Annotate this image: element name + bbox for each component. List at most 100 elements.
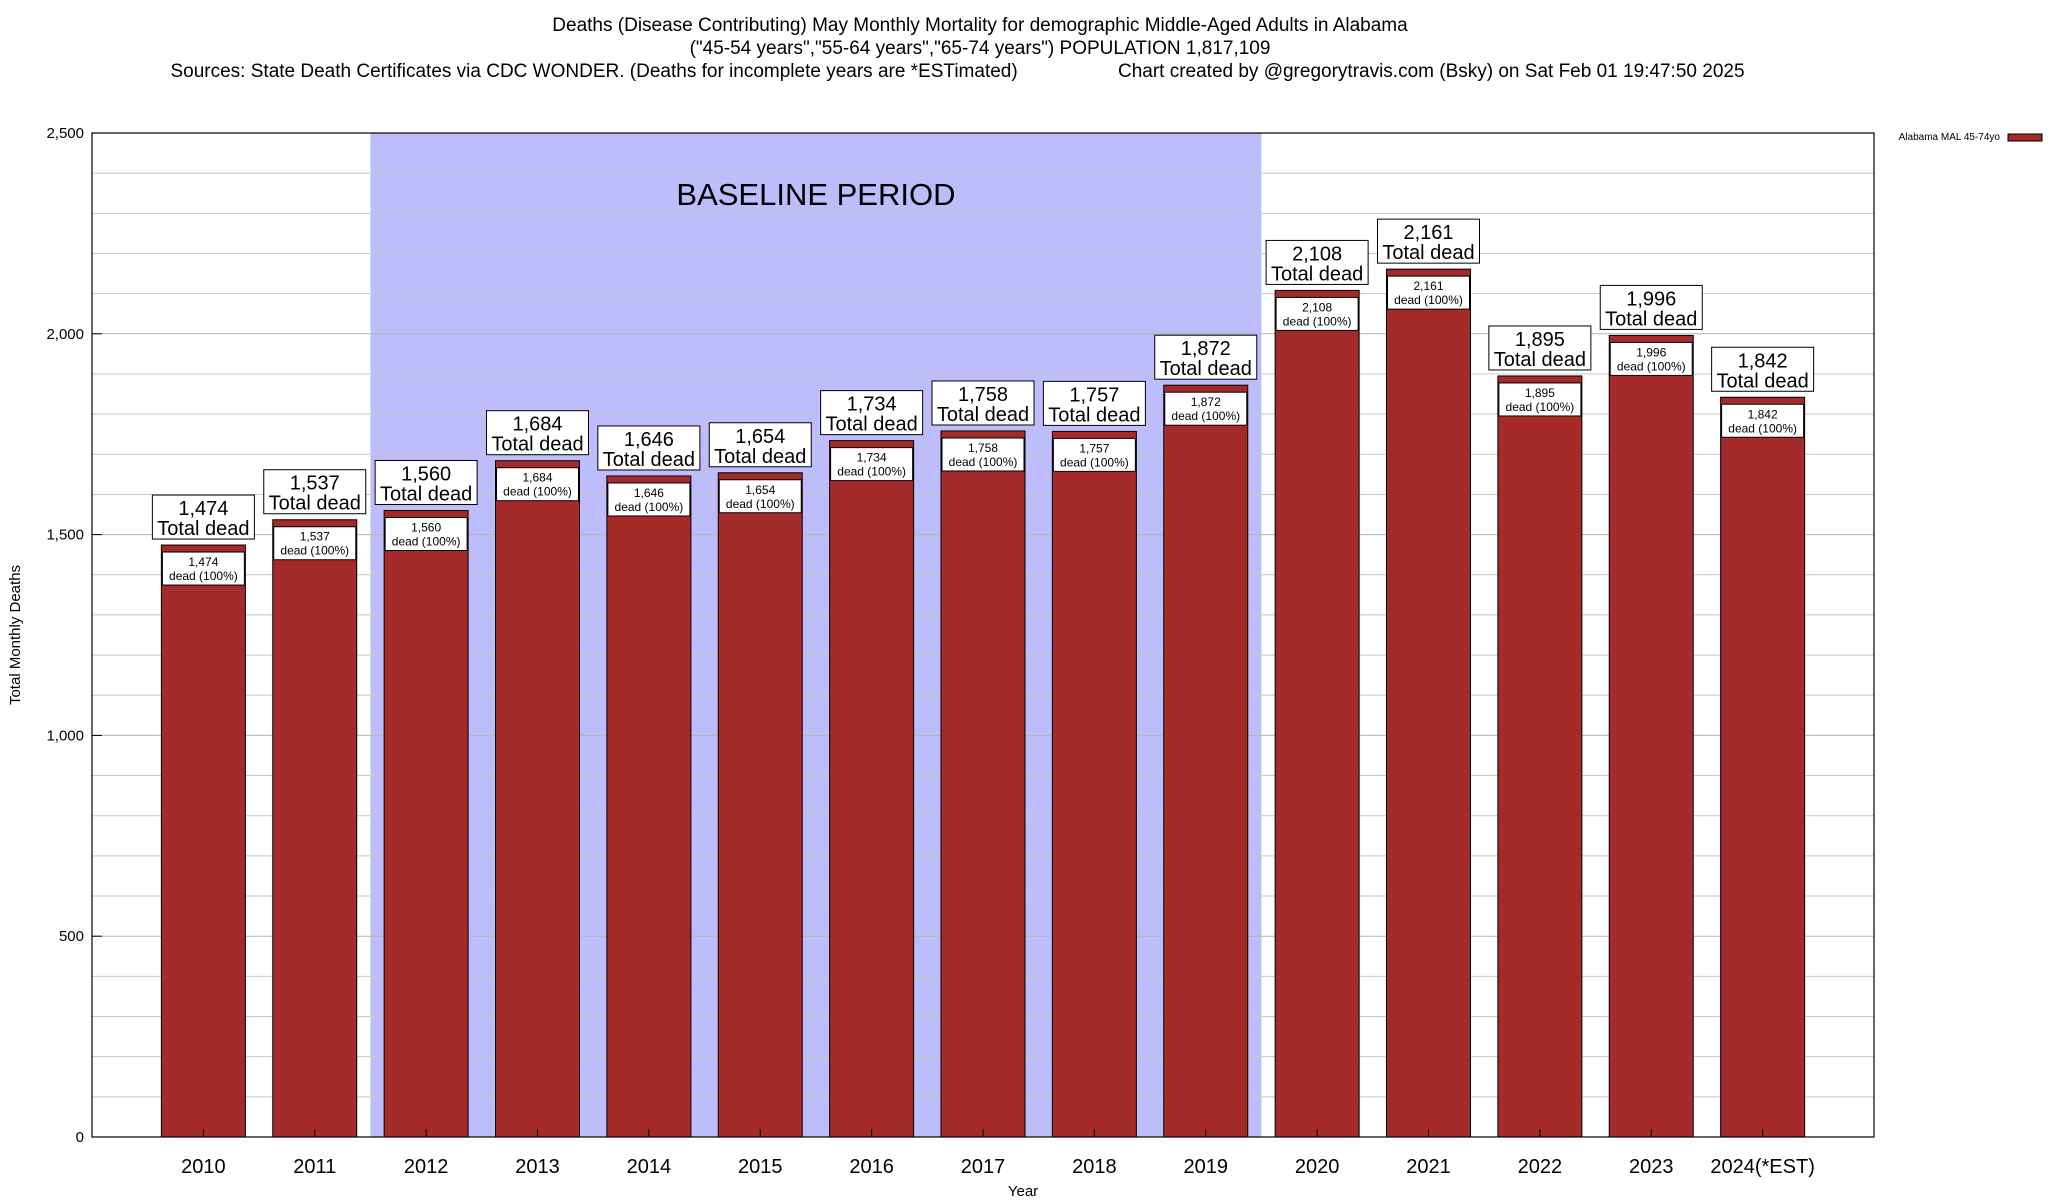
y-tick-label: 0 [76,1129,84,1146]
bar [717,472,803,1138]
top-label-box [151,494,255,540]
inner-value-label: 2,161 [1413,279,1443,293]
inner-value-label: 1,842 [1748,407,1778,421]
inner-dead-label: dead (100%) [1617,359,1686,373]
x-tick-label: 2010 [181,1156,226,1178]
bar [160,544,246,1138]
inner-dead-label: dead (100%) [1060,455,1129,469]
inner-label-box [1498,382,1582,417]
inner-label-box [1164,391,1248,426]
top-total-label: Total dead [1494,349,1586,371]
y-tick-label: 2,500 [46,125,84,142]
top-value-label: 1,646 [624,429,674,451]
inner-label-box [830,447,914,482]
top-value-label: 1,895 [1515,329,1565,351]
inner-dead-label: dead (100%) [615,500,684,514]
top-value-label: 1,684 [512,414,562,436]
x-tick-label: 2021 [1406,1156,1451,1178]
x-tick-label: 2012 [404,1156,449,1178]
bar [1051,430,1137,1138]
top-label-box [1154,334,1258,380]
top-total-label: Total dead [603,449,695,471]
inner-label-box [273,526,357,561]
top-label-box [820,390,924,436]
legend-swatch [2007,133,2043,142]
inner-value-label: 1,996 [1636,345,1666,359]
top-total-label: Total dead [1160,358,1252,380]
y-tick-label: 1,000 [46,727,84,744]
bar [1720,396,1806,1138]
inner-label-box [607,482,691,517]
inner-dead-label: dead (100%) [169,569,238,583]
top-value-label: 2,161 [1403,222,1453,244]
bar [383,510,469,1138]
top-value-label: 1,560 [401,464,451,486]
bar [1497,375,1583,1138]
inner-label-box [1609,341,1693,376]
x-tick-label: 2023 [1629,1156,1674,1178]
top-label-box [931,380,1035,426]
inner-dead-label: dead (100%) [280,544,349,558]
top-value-label: 2,108 [1292,243,1342,265]
top-value-label: 1,474 [178,498,228,520]
top-total-label: Total dead [825,414,917,436]
inner-dead-label: dead (100%) [503,485,572,499]
top-value-label: 1,654 [735,426,785,448]
inner-dead-label: dead (100%) [837,465,906,479]
inner-value-label: 1,895 [1525,386,1555,400]
top-label-box [374,460,478,506]
bar [940,430,1026,1138]
inner-dead-label: dead (100%) [726,497,795,511]
top-label-box [1377,218,1480,264]
top-total-label: Total dead [714,446,806,468]
top-total-label: Total dead [157,518,249,540]
bar [606,475,692,1138]
inner-label-box [1052,437,1136,472]
bar [495,460,580,1138]
inner-value-label: 1,560 [411,521,441,535]
top-label-box [1042,380,1146,426]
bar [829,440,915,1138]
x-tick-label: 2024(*EST) [1710,1156,1815,1178]
inner-dead-label: dead (100%) [1728,421,1797,435]
inner-label-box [1721,403,1805,438]
top-total-label: Total dead [1716,370,1808,392]
top-total-label: Total dead [1048,404,1140,426]
top-label-box [263,469,367,515]
inner-value-label: 1,646 [634,486,664,500]
inner-dead-label: dead (100%) [1394,293,1463,307]
inner-dead-label: dead (100%) [949,455,1018,469]
chart-title-block: Deaths (Disease Contributing) May Monthl… [0,14,1960,83]
bar [1163,384,1249,1138]
chart-title: Deaths (Disease Contributing) May Monthl… [552,15,1408,36]
top-total-label: Total dead [491,434,583,456]
top-label-box [708,422,812,468]
top-label-box [597,425,701,471]
y-axis-label: Total Monthly Deaths [7,565,24,705]
plot-frame [91,132,1875,1138]
inner-value-label: 1,758 [968,441,998,455]
chart-subtitle: ("45-54 years","55-64 years","65-74 year… [689,38,1271,59]
top-total-label: Total dead [937,404,1029,426]
x-tick-label: 2011 [293,1156,336,1178]
top-value-label: 1,537 [290,473,340,495]
chart-source-line: Sources: State Death Certificates via CD… [0,60,1960,83]
inner-label-box [384,517,468,552]
top-value-label: 1,996 [1626,288,1676,310]
x-tick-label: 2020 [1295,1156,1340,1178]
x-axis-label: Year [1008,1183,1038,1200]
top-value-label: 1,758 [958,384,1008,406]
inner-value-label: 1,654 [745,483,775,497]
inner-label-box [496,467,579,502]
x-tick-label: 2019 [1184,1156,1229,1178]
top-label-box [1488,325,1592,371]
top-total-label: Total dead [380,484,472,506]
inner-value-label: 1,757 [1079,441,1109,455]
y-tick-label: 2,000 [46,326,84,343]
inner-dead-label: dead (100%) [1506,400,1575,414]
inner-label-box [161,551,245,586]
x-tick-label: 2014 [627,1156,672,1178]
inner-label-box [1275,296,1359,331]
inner-label-box [718,479,802,514]
